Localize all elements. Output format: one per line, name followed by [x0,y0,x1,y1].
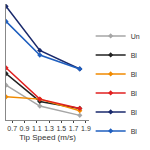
svg-text:1.3: 1.3 [44,125,54,132]
svg-text:Bl: Bl [131,90,138,97]
svg-text:Bl: Bl [131,128,138,135]
svg-text:1.7: 1.7 [69,125,79,132]
svg-text:0.7: 0.7 [7,125,17,132]
svg-text:0.9: 0.9 [20,125,30,132]
svg-text:Un: Un [131,33,140,40]
svg-text:Bl: Bl [131,71,138,78]
svg-text:1.9: 1.9 [81,125,91,132]
svg-text:Tip Speed (m/s): Tip Speed (m/s) [19,133,76,142]
svg-text:Bl: Bl [131,109,138,116]
svg-text:1.1: 1.1 [32,125,42,132]
svg-text:Bl: Bl [131,52,138,59]
svg-text:1.5: 1.5 [56,125,66,132]
